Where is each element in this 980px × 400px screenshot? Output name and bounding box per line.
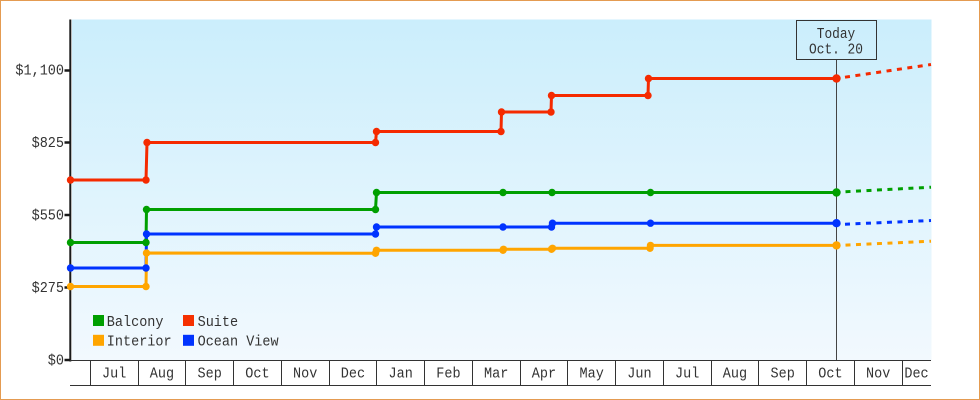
svg-text:Today: Today [817, 26, 856, 43]
svg-text:Nov: Nov [293, 365, 317, 382]
svg-text:$0: $0 [48, 353, 64, 370]
svg-text:Jan: Jan [389, 365, 413, 382]
svg-text:Ocean View: Ocean View [198, 334, 279, 351]
svg-text:Jul: Jul [675, 365, 699, 382]
svg-text:$825: $825 [32, 135, 64, 152]
svg-text:Balcony: Balcony [107, 314, 164, 331]
svg-text:$1,100: $1,100 [15, 63, 64, 80]
svg-text:Dec: Dec [904, 365, 928, 382]
svg-text:Jul: Jul [102, 365, 126, 382]
svg-text:Nov: Nov [866, 365, 890, 382]
svg-text:Apr: Apr [532, 365, 556, 382]
svg-text:May: May [580, 365, 604, 382]
svg-text:Oct. 20: Oct. 20 [809, 42, 863, 59]
svg-text:Oct: Oct [818, 365, 842, 382]
svg-text:Dec: Dec [341, 365, 365, 382]
svg-text:$275: $275 [32, 280, 64, 297]
svg-text:Mar: Mar [484, 365, 508, 382]
svg-text:Suite: Suite [198, 314, 239, 331]
svg-text:Oct: Oct [245, 365, 269, 382]
svg-text:Feb: Feb [436, 365, 460, 382]
svg-text:Aug: Aug [150, 365, 174, 382]
svg-text:Sep: Sep [771, 365, 795, 382]
svg-text:Aug: Aug [723, 365, 747, 382]
svg-text:Jun: Jun [627, 365, 651, 382]
svg-text:Interior: Interior [107, 334, 172, 351]
svg-text:Sep: Sep [198, 365, 222, 382]
svg-text:$550: $550 [32, 208, 64, 225]
